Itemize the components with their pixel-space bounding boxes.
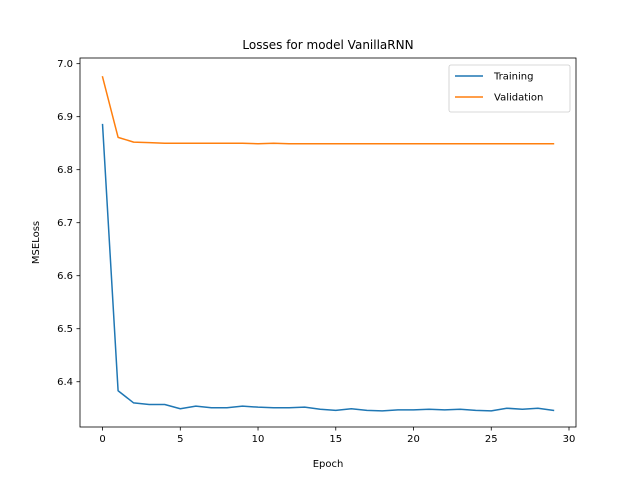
plot-area <box>79 57 577 428</box>
legend-label-validation: Validation <box>494 93 543 104</box>
y-tick-label: 6.9 <box>57 112 73 123</box>
x-tick-label: 20 <box>407 434 420 445</box>
y-tick-label: 7.0 <box>57 59 73 70</box>
x-tick-label: 10 <box>252 434 265 445</box>
plot-frame <box>79 57 577 428</box>
y-tick-label: 6.7 <box>57 218 73 229</box>
y-axis-label: MSELoss <box>31 221 42 264</box>
legend: Training Validation <box>448 64 571 113</box>
chart-title: Losses for model VanillaRNN <box>242 38 413 52</box>
x-tick-label: 15 <box>329 434 342 445</box>
legend-label-training: Training <box>493 72 533 83</box>
y-tick-label: 6.8 <box>57 165 73 176</box>
x-tick-label: 30 <box>563 434 576 445</box>
series-layer <box>101 76 555 412</box>
y-tick-label: 6.6 <box>57 271 73 282</box>
y-tick-label: 6.5 <box>57 324 73 335</box>
series-line-training <box>101 123 555 412</box>
x-axis: 0 5 10 15 20 25 30 <box>99 427 575 445</box>
x-axis-label: Epoch <box>313 459 344 470</box>
y-axis: 6.4 6.5 6.6 6.7 6.8 6.9 7.0 <box>57 59 80 388</box>
y-tick-label: 6.4 <box>57 377 73 388</box>
x-tick-label: 5 <box>177 434 183 445</box>
series-line-validation <box>101 76 555 145</box>
x-tick-label: 0 <box>99 434 105 445</box>
x-tick-label: 25 <box>485 434 498 445</box>
